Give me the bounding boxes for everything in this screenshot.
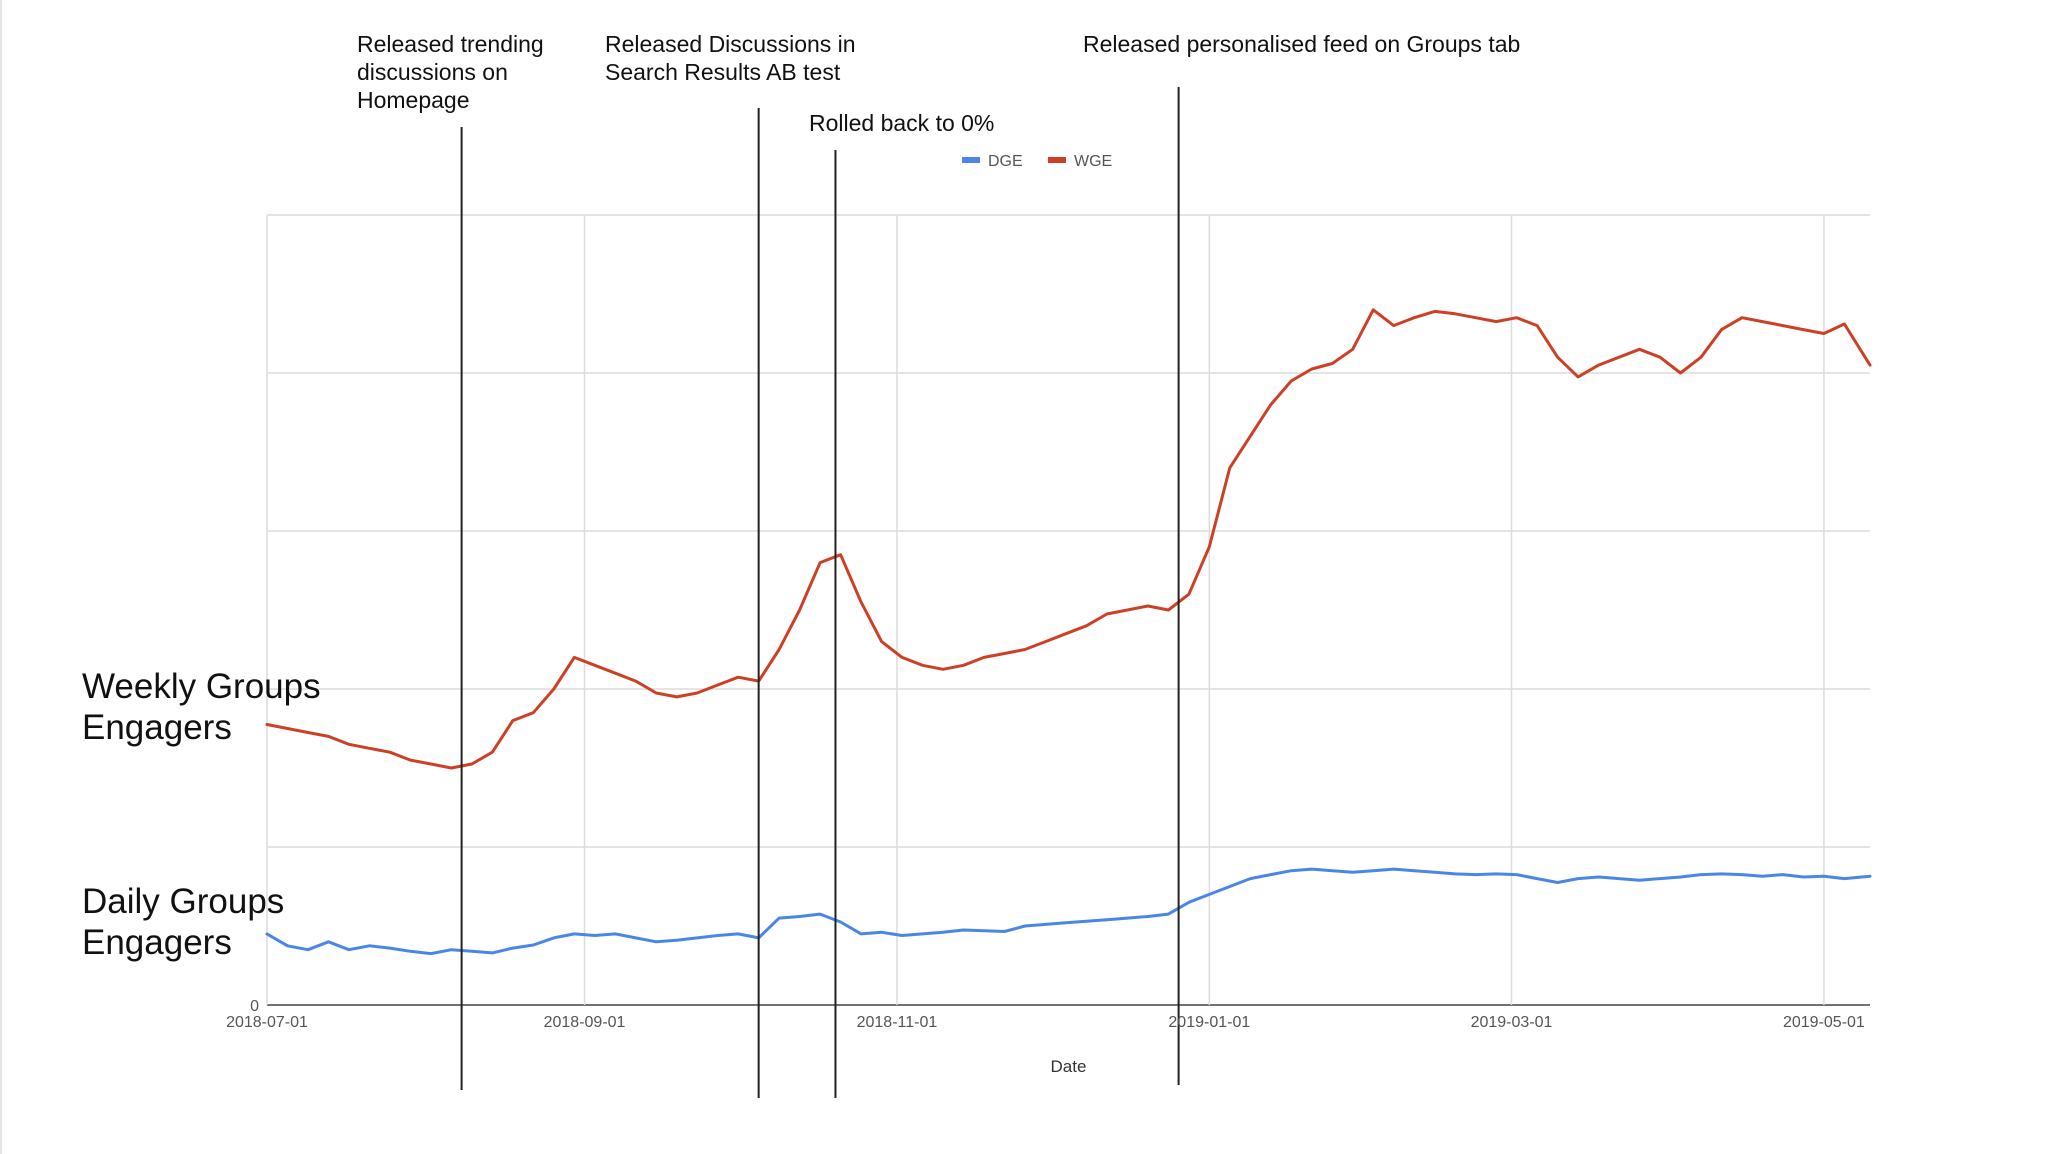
x-tick-label: 2019-05-01 — [1783, 1014, 1865, 1031]
annotation-text: Released personalised feed on Groups tab — [1083, 31, 1520, 57]
annotation-text: Rolled back to 0% — [809, 110, 994, 136]
side-label-weekly: Engagers — [82, 708, 232, 747]
side-label-daily: Daily Groups — [82, 882, 284, 921]
annotation-text: Search Results AB test — [605, 59, 841, 85]
annotation-text: Released trending — [357, 31, 544, 57]
x-tick-label: 2018-07-01 — [226, 1014, 308, 1031]
x-tick-label: 2019-03-01 — [1471, 1014, 1553, 1031]
x-tick-label: 2018-09-01 — [544, 1014, 626, 1031]
legend-label-dge: DGE — [988, 153, 1023, 170]
grid-lines — [266, 214, 1870, 1006]
series-line-wge — [265, 308, 1872, 770]
y-tick-label: 0 — [250, 998, 259, 1015]
x-tick-label: 2018-11-01 — [857, 1014, 938, 1031]
series-line-dge — [265, 867, 1872, 956]
side-label-weekly: Weekly Groups — [82, 667, 321, 706]
series-lines — [265, 308, 1872, 956]
x-tick-label: 2019-01-01 — [1168, 1014, 1250, 1031]
chart-text: 2018-07-01 2018-09-01 2018-11-01 2019-01-01… — [82, 31, 1865, 1076]
legend: DGE WGE — [962, 153, 1112, 170]
annotation-text: Homepage — [357, 87, 470, 113]
left-edge-line — [0, 0, 2, 1154]
x-axis-title: Date — [1051, 1057, 1087, 1076]
side-label-daily: Engagers — [82, 923, 232, 962]
annotation-text: Released Discussions in — [605, 31, 856, 57]
annotation-text: discussions on — [357, 59, 508, 85]
annotation-lines — [460, 87, 1180, 1098]
legend-label-wge: WGE — [1074, 153, 1112, 170]
